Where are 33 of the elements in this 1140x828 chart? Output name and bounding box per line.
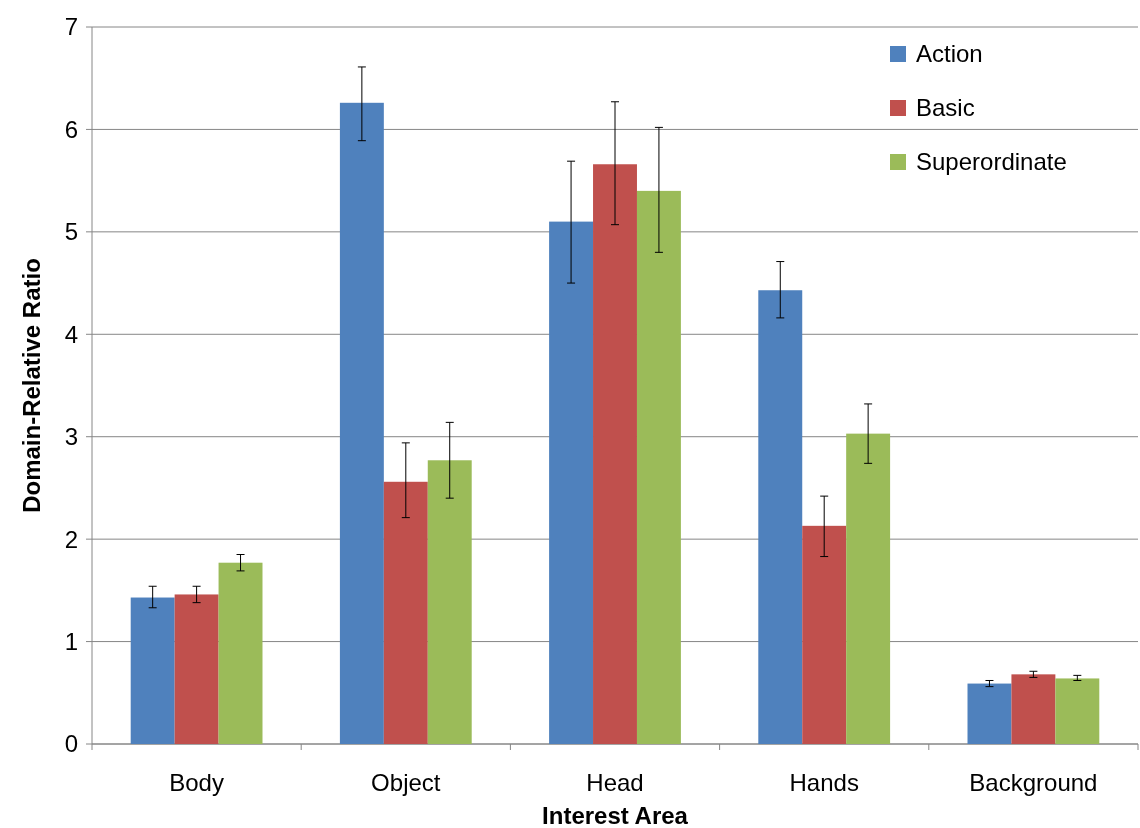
bar <box>549 221 594 744</box>
bar <box>758 290 803 744</box>
y-axis-title: Domain-Relative Ratio <box>18 258 45 513</box>
x-tick-label: Object <box>371 769 441 796</box>
x-tick-label: Body <box>169 769 224 796</box>
bar <box>846 433 891 744</box>
bar <box>427 460 472 744</box>
y-tick-label: 0 <box>64 730 78 758</box>
x-tick-label: Hands <box>789 769 859 796</box>
bar <box>802 525 847 744</box>
y-tick-label: 5 <box>64 218 78 246</box>
y-tick-label: 4 <box>64 320 78 348</box>
bar <box>130 597 175 744</box>
bar <box>174 594 219 744</box>
bar <box>1055 678 1100 744</box>
bar <box>339 102 384 744</box>
bar <box>967 683 1012 744</box>
x-tick-label: Head <box>586 769 644 796</box>
bar <box>1011 674 1056 744</box>
legend-label: Superordinate <box>916 148 1067 176</box>
x-axis-title: Interest Area <box>542 802 689 828</box>
y-tick-label: 7 <box>64 13 78 41</box>
y-tick-label: 3 <box>64 423 78 451</box>
legend-label: Action <box>916 40 983 68</box>
bar <box>383 481 428 744</box>
bar <box>636 190 681 744</box>
bar <box>593 164 637 744</box>
x-tick-label: Background <box>969 769 1098 796</box>
bar <box>218 562 263 744</box>
y-tick-label: 1 <box>64 627 78 655</box>
y-tick-label: 6 <box>64 115 78 143</box>
y-tick-label: 2 <box>64 525 78 553</box>
legend-label: Basic <box>916 94 975 122</box>
